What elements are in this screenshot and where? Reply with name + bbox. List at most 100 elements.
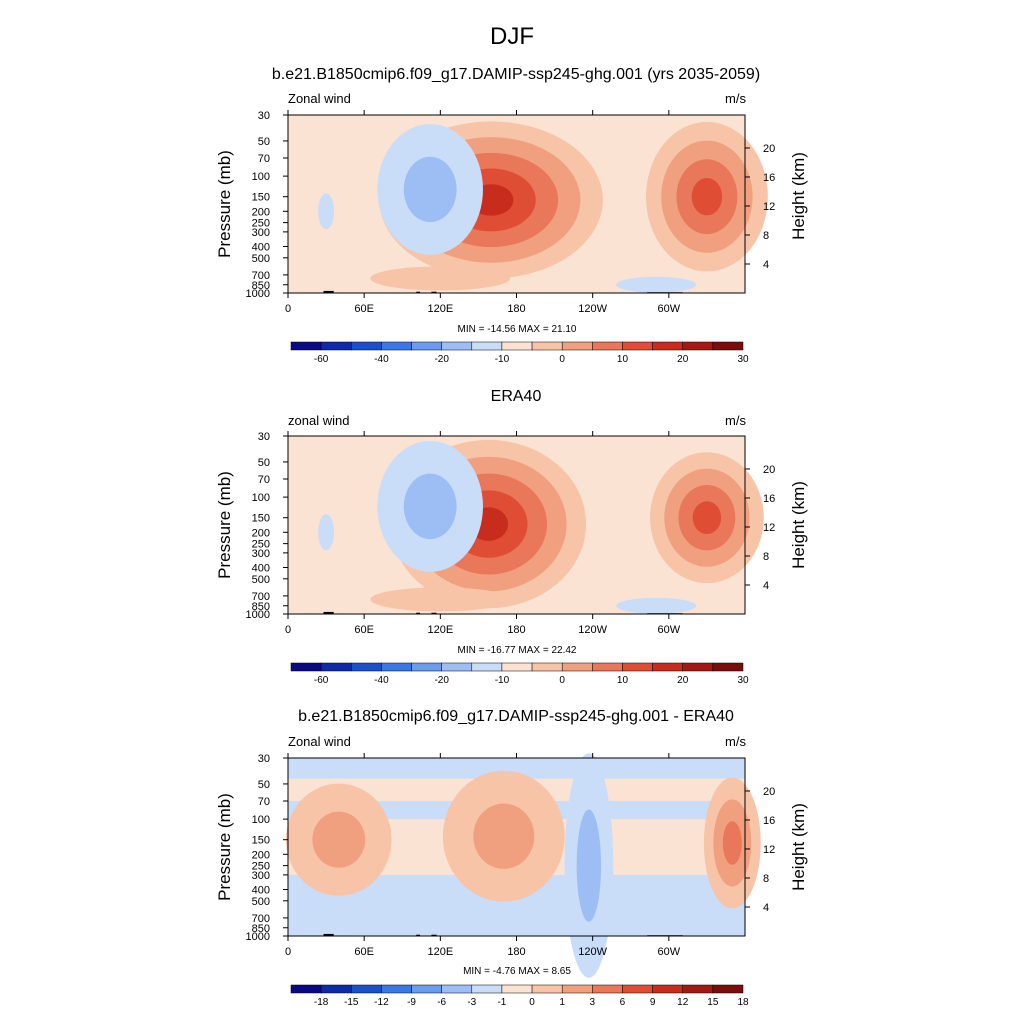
main-title: DJF xyxy=(490,23,534,50)
y-tick-label: 70 xyxy=(258,153,270,165)
colorbar-box xyxy=(290,662,322,672)
colorbar-box xyxy=(652,662,683,672)
y-tick-label: 30 xyxy=(258,431,270,443)
colorbar-box xyxy=(622,341,653,351)
height-tick-label: 4 xyxy=(763,580,769,592)
y-tick-label: 250 xyxy=(252,539,270,551)
y-tick-label: 700 xyxy=(252,913,270,925)
x-tick-label: 120W xyxy=(578,946,607,958)
x-tick-label: 180 xyxy=(507,946,525,958)
colorbar-box xyxy=(712,341,744,351)
contour-negative xyxy=(576,809,602,922)
colorbar-label: 9 xyxy=(650,997,656,1008)
colorbar-label: -1 xyxy=(497,997,506,1008)
colorbar-box xyxy=(320,662,352,672)
contour-easterly xyxy=(403,473,457,540)
colorbar-label: -60 xyxy=(314,354,329,365)
panel-2-ylabel: Pressure (mb) xyxy=(215,471,234,579)
x-tick-label: 0 xyxy=(285,303,291,315)
y-tick-label: 700 xyxy=(252,270,270,282)
panel-1-stats: MIN = -14.56 MAX = 21.10 xyxy=(458,324,577,335)
y-tick-label: 100 xyxy=(252,171,270,183)
y-tick-label: 400 xyxy=(252,562,270,574)
panel-3: b.e21.B1850cmip6.f09_g17.DAMIP-ssp245-gh… xyxy=(215,708,808,1008)
colorbar-box xyxy=(411,662,442,672)
colorbar-box xyxy=(290,341,322,351)
x-tick-label: 60E xyxy=(354,624,374,636)
x-tick-label: 120W xyxy=(578,624,607,636)
y-tick-label: 850 xyxy=(252,923,270,935)
panel-1-ylabel: Pressure (mb) xyxy=(215,150,234,258)
colorbar-box xyxy=(411,984,442,994)
height-tick-label: 4 xyxy=(763,259,769,271)
colorbar-label: 15 xyxy=(707,997,719,1008)
colorbar-box xyxy=(320,984,352,994)
colorbar-label: -6 xyxy=(437,997,446,1008)
y-tick-label: 100 xyxy=(252,492,270,504)
colorbar-box xyxy=(712,662,744,672)
colorbar-box xyxy=(471,984,503,994)
colorbar-box xyxy=(501,662,533,672)
colorbar-label: 18 xyxy=(737,997,749,1008)
height-tick-label: 12 xyxy=(763,201,775,213)
colorbar-label: -12 xyxy=(374,997,389,1008)
colorbar-box xyxy=(381,662,412,672)
contour-positive xyxy=(312,811,366,868)
colorbar-box xyxy=(682,341,714,351)
contour-jet xyxy=(692,501,722,535)
colorbar-label: -10 xyxy=(495,354,510,365)
colorbar-box xyxy=(471,341,503,351)
y-tick-label: 500 xyxy=(252,253,270,265)
y-tick-label: 70 xyxy=(258,796,270,808)
y-tick-label: 200 xyxy=(252,527,270,539)
colorbar-label: -18 xyxy=(314,997,329,1008)
x-tick-label: 0 xyxy=(285,624,291,636)
y-tick-label: 300 xyxy=(252,227,270,239)
panel-2-right-label: m/s xyxy=(725,413,746,428)
colorbar-box xyxy=(592,341,623,351)
height-tick-label: 12 xyxy=(763,522,775,534)
y-tick-label: 1000 xyxy=(246,931,270,943)
orography xyxy=(431,291,437,293)
contour-easterly xyxy=(318,514,335,551)
colorbar-label: 30 xyxy=(737,675,749,686)
x-tick-label: 120E xyxy=(427,303,453,315)
colorbar-box xyxy=(622,662,653,672)
contour-easterly xyxy=(318,193,335,230)
panel-3-title: b.e21.B1850cmip6.f09_g17.DAMIP-ssp245-gh… xyxy=(298,708,734,725)
panel-2: ERA40 zonal wind m/s 0 60E 120E 180 120W 60W 3… xyxy=(215,388,808,686)
x-tick-label: 120E xyxy=(427,624,453,636)
y-tick-label: 30 xyxy=(258,753,270,765)
contour-positive xyxy=(473,803,535,869)
x-tick-label: 60E xyxy=(354,946,374,958)
colorbar-box xyxy=(351,984,382,994)
colorbar-box xyxy=(531,341,563,351)
y-tick-label: 150 xyxy=(252,192,270,204)
y-tick-label: 850 xyxy=(252,601,270,613)
y-tick-label: 70 xyxy=(258,474,270,486)
colorbar-label: 20 xyxy=(677,675,689,686)
x-tick-label: 120W xyxy=(578,303,607,315)
colorbar-label: 10 xyxy=(617,675,629,686)
height-tick-label: 20 xyxy=(763,143,775,155)
y-tick-label: 250 xyxy=(252,861,270,873)
colorbar-box xyxy=(531,984,563,994)
y-tick-label: 850 xyxy=(252,280,270,292)
x-tick-label: 120E xyxy=(427,946,453,958)
y-tick-label: 250 xyxy=(252,218,270,230)
colorbar-box xyxy=(351,662,382,672)
panel-3-ylabel-right: Height (km) xyxy=(789,803,808,891)
colorbar-box xyxy=(652,984,683,994)
orography xyxy=(431,934,437,936)
colorbar-label: -3 xyxy=(467,997,476,1008)
colorbar-label: 1 xyxy=(559,997,565,1008)
panel-2-left-label: zonal wind xyxy=(288,413,349,428)
y-tick-label: 50 xyxy=(258,136,270,148)
colorbar-box xyxy=(652,341,683,351)
height-tick-label: 8 xyxy=(763,873,769,885)
colorbar-label: -40 xyxy=(374,675,389,686)
colorbar-label: 0 xyxy=(559,354,565,365)
orography xyxy=(416,612,421,614)
height-tick-label: 20 xyxy=(763,786,775,798)
